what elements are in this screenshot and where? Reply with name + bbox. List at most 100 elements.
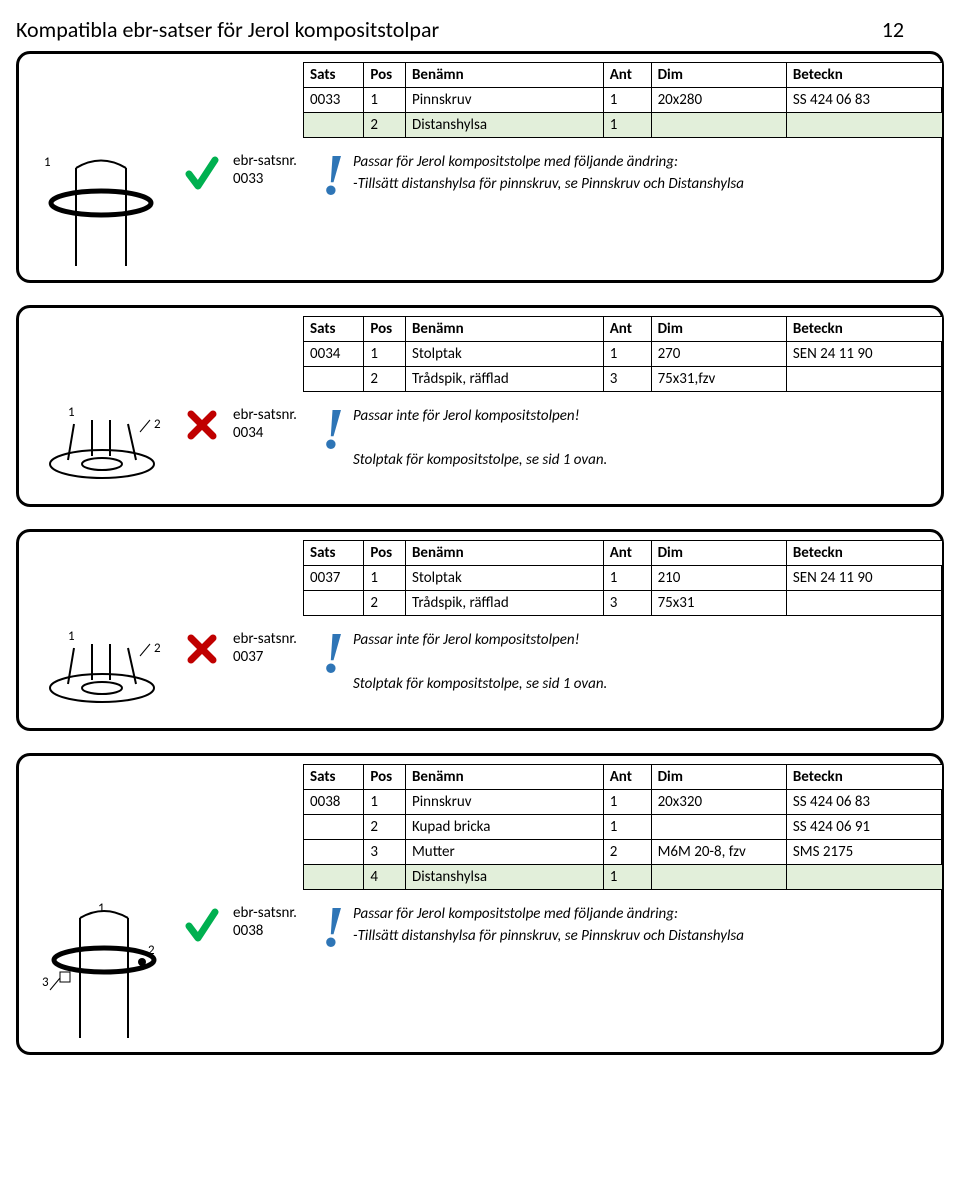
table-row: 2Distanshylsa1 [304,113,943,138]
check-icon [185,906,219,944]
table-cell: Mutter [405,840,603,865]
svg-text:2: 2 [154,417,161,432]
table-cell: 2 [364,113,406,138]
illustration: 1 2 [31,402,171,492]
table-cell [304,367,364,392]
table-cell: Stolptak [405,566,603,591]
col-header: Benämn [405,317,603,342]
table-cell: 210 [651,566,786,591]
table-cell [651,815,786,840]
table-cell: 20x280 [651,88,786,113]
cross-mark [185,626,219,666]
table-row: 2Trådspik, räfflad375x31,fzv [304,367,943,392]
exclamation-icon: ! [319,152,347,198]
table-cell: 1 [603,815,651,840]
table-cell [304,840,364,865]
table-cell: 2 [364,591,406,616]
col-header: Beteckn [786,317,942,342]
satsnr-label: ebr-satsnr. 0033 [233,148,305,188]
page-header: Kompatibla ebr-satser för Jerol komposit… [16,16,944,43]
illustration-pole3: 1 2 3 [36,900,166,1040]
col-header: Benämn [405,541,603,566]
check-mark [185,900,219,944]
svg-text:2: 2 [154,641,161,656]
table-cell [304,113,364,138]
table-cell: SEN 24 11 90 [786,342,942,367]
table-cell: SS 424 06 83 [786,88,942,113]
table-cell: 0037 [304,566,364,591]
table-cell [786,113,942,138]
table-cell: 3 [603,591,651,616]
table-cell: 1 [364,790,406,815]
illustration-pole: 1 [36,148,166,268]
illustration: 1 [31,148,171,268]
table-cell [651,865,786,890]
col-header: Ant [603,63,651,88]
satsnr-label: ebr-satsnr. 0037 [233,626,305,666]
table-cell: 1 [603,113,651,138]
table-cell: 75x31 [651,591,786,616]
table-cell: Kupad bricka [405,815,603,840]
table-cell: 1 [603,88,651,113]
table-cell: Trådspik, räfflad [405,367,603,392]
col-header: Sats [304,541,364,566]
table-row: 00341Stolptak1270SEN 24 11 90 [304,342,943,367]
table-cell: Distanshylsa [405,113,603,138]
table-cell: 2 [364,815,406,840]
note-text: Passar inte för Jerol kompositstolpen! S… [353,406,607,471]
table-row: 2Kupad bricka1 SS 424 06 91 [304,815,943,840]
table-cell: 1 [603,865,651,890]
table-cell: 2 [603,840,651,865]
table-cell: SS 424 06 83 [786,790,942,815]
table-cell: 1 [364,342,406,367]
svg-text:1: 1 [98,901,105,916]
table-cell: 75x31,fzv [651,367,786,392]
kit-card-0034: SatsPosBenämnAntDimBeteckn00341Stolptak1… [16,305,944,507]
table-cell: Stolptak [405,342,603,367]
col-header: Pos [364,765,406,790]
table-row: 00331Pinnskruv120x280SS 424 06 83 [304,88,943,113]
illustration: 1 2 3 [31,900,171,1040]
kit-card-0033: SatsPosBenämnAntDimBeteckn00331Pinnskruv… [16,51,944,283]
table-cell: Pinnskruv [405,790,603,815]
satsnr-label: ebr-satsnr. 0034 [233,402,305,442]
table-cell [304,865,364,890]
table-row: 00371Stolptak1210SEN 24 11 90 [304,566,943,591]
cross-icon [185,408,219,442]
svg-text:1: 1 [68,405,75,420]
table-cell: 4 [364,865,406,890]
svg-text:1: 1 [68,629,75,644]
exclamation-icon: ! [319,630,347,676]
satsnr-label: ebr-satsnr. 0038 [233,900,305,940]
table-cell: 1 [364,88,406,113]
table-cell: Pinnskruv [405,88,603,113]
table-cell [304,591,364,616]
table-cell: Distanshylsa [405,865,603,890]
col-header: Beteckn [786,541,942,566]
col-header: Dim [651,541,786,566]
kit-card-0038: SatsPosBenämnAntDimBeteckn00381Pinnskruv… [16,753,944,1055]
cross-mark [185,402,219,442]
exclamation-icon: ! [319,406,347,452]
table-cell [786,865,942,890]
note-text: Passar för Jerol kompositstolpe med följ… [353,152,744,196]
table-cell: 0033 [304,88,364,113]
kit-table: SatsPosBenämnAntDimBeteckn00341Stolptak1… [303,316,943,392]
table-cell: 3 [364,840,406,865]
col-header: Sats [304,317,364,342]
kit-table: SatsPosBenämnAntDimBeteckn00371Stolptak1… [303,540,943,616]
table-cell: Trådspik, räfflad [405,591,603,616]
illustration-cap: 1 2 [36,626,166,716]
col-header: Ant [603,541,651,566]
table-row: 3Mutter2M6M 20-8, fzvSMS 2175 [304,840,943,865]
table-cell [651,113,786,138]
table-cell: SS 424 06 91 [786,815,942,840]
table-cell: SMS 2175 [786,840,942,865]
note-text: Passar för Jerol kompositstolpe med följ… [353,904,744,948]
table-cell: 0034 [304,342,364,367]
svg-text:1: 1 [44,155,51,170]
table-cell: 3 [603,367,651,392]
table-cell: 20x320 [651,790,786,815]
col-header: Benämn [405,63,603,88]
kit-table: SatsPosBenämnAntDimBeteckn00331Pinnskruv… [303,62,943,138]
